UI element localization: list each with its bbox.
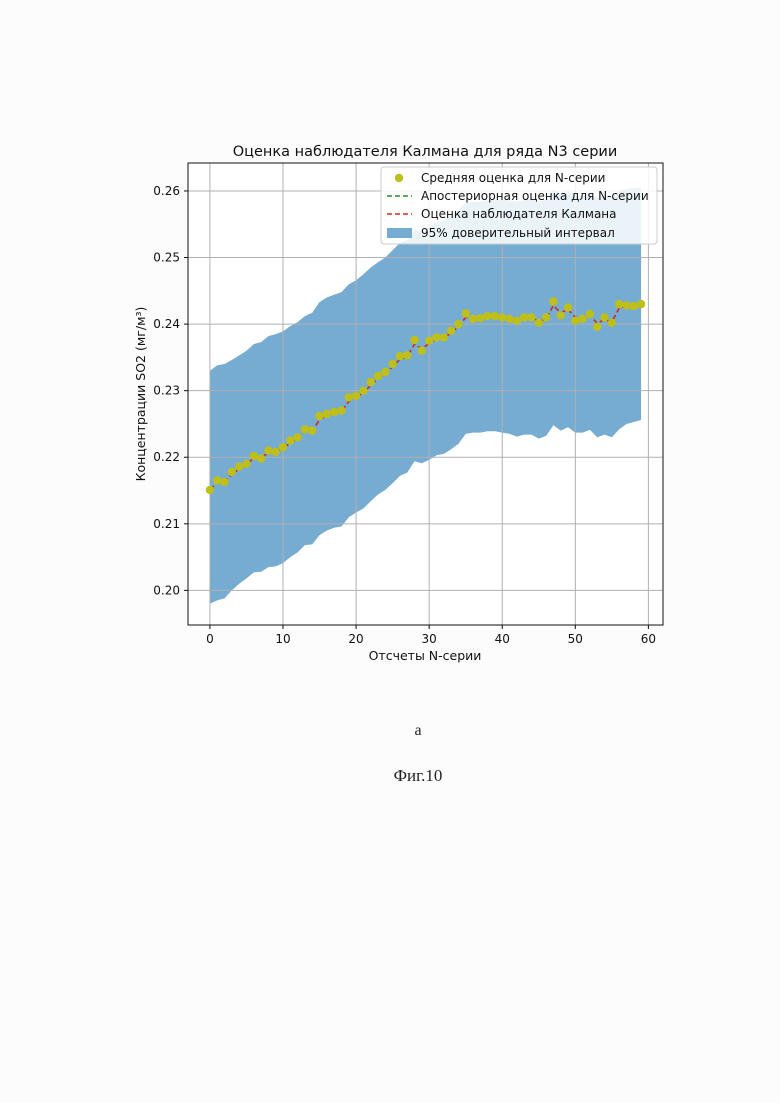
data-point	[593, 323, 601, 331]
y-axis-label: Концентрации SO2 (мг/м³)	[133, 307, 148, 482]
data-point	[293, 433, 301, 441]
data-point	[396, 352, 404, 360]
data-point	[600, 313, 608, 321]
data-point	[432, 333, 440, 341]
data-point	[630, 302, 638, 310]
data-point	[403, 351, 411, 359]
data-point	[257, 454, 265, 462]
data-point	[301, 425, 309, 433]
data-point	[352, 392, 360, 400]
data-point	[527, 313, 535, 321]
x-tick-label: 0	[206, 632, 214, 646]
data-point	[337, 406, 345, 414]
data-point	[637, 300, 645, 308]
data-point	[462, 309, 470, 317]
data-point	[410, 336, 418, 344]
data-point	[454, 320, 462, 328]
chart-title: Оценка наблюдателя Калмана для ряда N3 с…	[233, 144, 618, 160]
legend-label: Апостериорная оценка для N-серии	[421, 189, 649, 203]
data-point	[418, 347, 426, 355]
x-axis-label: Отсчеты N-серии	[369, 648, 482, 663]
data-point	[228, 468, 236, 476]
y-tick-label: 0.21	[153, 517, 180, 531]
panel-label: а	[0, 722, 780, 740]
x-tick-label: 10	[275, 632, 290, 646]
kalman-chart: Оценка наблюдателя Калмана для ряда N3 с…	[0, 0, 780, 1103]
legend-marker-points	[395, 174, 403, 182]
data-point	[272, 448, 280, 456]
data-point	[483, 312, 491, 320]
data-point	[381, 368, 389, 376]
legend-label: Средняя оценка для N-серии	[421, 171, 605, 185]
data-point	[505, 315, 513, 323]
data-point	[622, 301, 630, 309]
data-point	[615, 300, 623, 308]
data-point	[286, 436, 294, 444]
y-tick-label: 0.23	[153, 384, 180, 398]
data-point	[476, 314, 484, 322]
data-point	[279, 443, 287, 451]
data-point	[367, 378, 375, 386]
data-point	[513, 317, 521, 325]
y-tick-label: 0.26	[153, 184, 180, 198]
data-point	[315, 412, 323, 420]
y-tick-label: 0.25	[153, 251, 180, 265]
data-point	[242, 460, 250, 468]
data-point	[374, 372, 382, 380]
x-tick-label: 50	[568, 632, 583, 646]
data-point	[491, 312, 499, 320]
legend-marker-band	[387, 228, 412, 238]
data-point	[213, 476, 221, 484]
data-point	[206, 486, 214, 494]
data-point	[388, 360, 396, 368]
data-point	[498, 313, 506, 321]
x-tick-label: 40	[495, 632, 510, 646]
data-point	[586, 310, 594, 318]
y-tick-label: 0.24	[153, 317, 180, 331]
legend-label: Оценка наблюдателя Калмана	[421, 207, 617, 221]
data-point	[578, 315, 586, 323]
legend-label: 95% доверительный интервал	[421, 226, 615, 240]
data-point	[330, 408, 338, 416]
data-point	[447, 327, 455, 335]
data-point	[557, 311, 565, 319]
data-point	[549, 297, 557, 305]
data-point	[571, 317, 579, 325]
data-point	[608, 319, 616, 327]
data-point	[220, 478, 228, 486]
data-point	[235, 462, 243, 470]
data-point	[359, 387, 367, 395]
data-point	[542, 313, 550, 321]
data-point	[308, 426, 316, 434]
data-point	[564, 303, 572, 311]
figure-caption: Фиг.10	[0, 766, 780, 786]
x-tick-label: 30	[422, 632, 437, 646]
data-point	[440, 333, 448, 341]
data-point	[469, 315, 477, 323]
data-point	[520, 313, 528, 321]
data-point	[250, 452, 258, 460]
x-tick-label: 20	[348, 632, 363, 646]
data-point	[264, 446, 272, 454]
data-point	[345, 393, 353, 401]
data-point	[535, 319, 543, 327]
x-tick-label: 60	[641, 632, 656, 646]
data-point	[425, 337, 433, 345]
legend: Средняя оценка для N-серии Апостериорная …	[381, 167, 657, 244]
data-point	[323, 410, 331, 418]
y-tick-label: 0.22	[153, 450, 180, 464]
y-tick-label: 0.20	[153, 583, 180, 597]
